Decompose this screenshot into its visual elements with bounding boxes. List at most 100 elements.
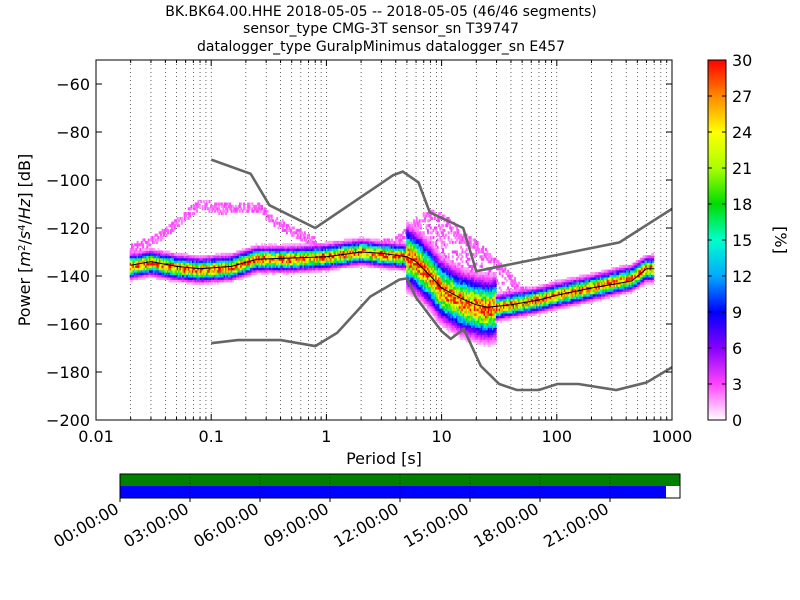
heatmap-cell: [273, 264, 276, 268]
heatmap-cell: [167, 252, 169, 256]
heatmap-cell: [426, 267, 429, 271]
heatmap-cell: [425, 288, 428, 292]
heatmap-cell: [457, 320, 460, 324]
heatmap-cell: [337, 243, 340, 247]
heatmap-cell: [218, 202, 221, 206]
heatmap-cell: [400, 255, 403, 259]
heatmap-cell: [490, 296, 493, 300]
heatmap-cell: [461, 276, 464, 280]
heatmap-cell: [252, 248, 255, 252]
heatmap-cell: [453, 303, 456, 307]
heatmap-cell: [317, 260, 320, 264]
heatmap-cell: [484, 308, 487, 312]
heatmap-cell: [352, 264, 355, 268]
heatmap-cell: [453, 324, 456, 328]
heatmap-cell: [244, 260, 247, 264]
heatmap-cell: [424, 243, 427, 247]
heatmap-cell: [400, 233, 403, 237]
heatmap-cell: [292, 262, 295, 266]
heatmap-cell: [278, 252, 281, 256]
heatmap-cell: [278, 221, 281, 225]
heatmap-cell: [194, 281, 197, 285]
heatmap-cell: [419, 272, 422, 276]
heatmap-cell: [214, 260, 216, 264]
heatmap-cell: [432, 255, 435, 259]
heatmap-cell: [175, 274, 178, 278]
heatmap-cell: [484, 296, 487, 300]
heatmap-cell: [407, 274, 410, 278]
heatmap-cell: [475, 291, 478, 295]
heatmap-cell: [319, 257, 322, 261]
heatmap-cell: [129, 260, 132, 264]
heatmap-cell: [353, 240, 356, 244]
heatmap-cell: [331, 262, 334, 266]
heatmap-cell: [287, 224, 290, 228]
heatmap-cell: [135, 269, 138, 273]
heatmap-cell: [479, 305, 482, 309]
heatmap-cell: [389, 248, 392, 252]
heatmap-cell: [455, 250, 458, 254]
heatmap-cell: [465, 260, 468, 264]
heatmap-cell: [458, 317, 461, 321]
heatmap-cell: [135, 272, 138, 276]
heatmap-cell: [473, 303, 476, 307]
heatmap-cell: [439, 284, 442, 288]
heatmap-cell: [486, 339, 489, 343]
heatmap-cell: [314, 252, 317, 256]
heatmap-cell: [131, 243, 134, 247]
heatmap-cell: [151, 250, 154, 254]
heatmap-cell: [386, 264, 389, 268]
heatmap-cell: [236, 255, 239, 259]
heatmap-cell: [167, 262, 169, 266]
heatmap-cell: [281, 252, 284, 256]
heatmap-cell: [471, 286, 474, 290]
heatmap-cell: [211, 255, 214, 259]
heatmap-cell: [255, 267, 258, 271]
heatmap-cell: [378, 252, 381, 256]
heatmap-cell: [312, 262, 315, 266]
heatmap-cell: [227, 257, 230, 261]
heatmap-cell: [466, 317, 469, 321]
heatmap-cell: [364, 245, 367, 249]
heatmap-cell: [183, 212, 186, 216]
heatmap-cell: [140, 243, 143, 247]
heatmap-cell: [413, 221, 416, 225]
heatmap-cell: [363, 238, 366, 242]
heatmap-cell: [248, 264, 251, 268]
heatmap-cell: [388, 267, 391, 271]
heatmap-cell: [476, 286, 479, 290]
heatmap-cell: [449, 276, 452, 280]
heatmap-cell: [220, 260, 223, 264]
heatmap-cell: [296, 257, 299, 261]
heatmap-cell: [478, 332, 481, 336]
heatmap-cell: [215, 260, 218, 264]
heatmap-cell: [462, 291, 465, 295]
heatmap-cell: [278, 224, 281, 228]
heatmap-cell: [350, 240, 353, 244]
heatmap-cell: [432, 298, 435, 302]
heatmap-cell: [245, 250, 248, 254]
heatmap-cell: [436, 238, 439, 242]
heatmap-cell: [219, 260, 222, 264]
heatmap-cell: [255, 264, 258, 268]
heatmap-cell: [472, 286, 475, 290]
heatmap-cell: [325, 257, 328, 261]
heatmap-cell: [197, 281, 200, 285]
heatmap-cell: [422, 264, 425, 268]
heatmap-cell: [479, 288, 482, 292]
heatmap-cell: [411, 231, 414, 235]
heatmap-cell: [421, 236, 424, 240]
heatmap-cell: [377, 260, 380, 264]
heatmap-cell: [393, 267, 396, 271]
heatmap-cell: [205, 262, 208, 266]
heatmap-cell: [442, 320, 445, 324]
heatmap-cell: [450, 317, 453, 321]
heatmap-cell: [402, 260, 405, 264]
heatmap-cell: [426, 228, 429, 232]
heatmap-cell: [229, 262, 232, 266]
heatmap-cell: [424, 240, 427, 244]
heatmap-cell: [255, 245, 258, 249]
heatmap-cell: [491, 291, 494, 295]
heatmap-cell: [214, 207, 216, 211]
heatmap-cell: [136, 250, 139, 254]
